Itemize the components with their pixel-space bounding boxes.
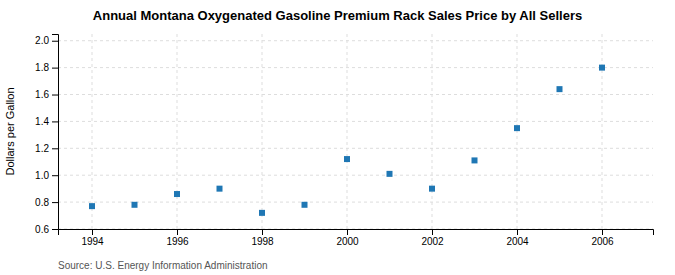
axis-line	[59, 230, 654, 236]
grid-line	[58, 175, 653, 176]
point	[472, 157, 478, 163]
grid-line	[58, 94, 653, 95]
tick-mark	[432, 229, 433, 235]
tick: 1.0	[35, 170, 58, 181]
tick-label: 2004	[506, 236, 529, 247]
tick-mark	[52, 148, 58, 149]
tick: 1998	[251, 229, 274, 247]
grid-line	[58, 121, 653, 122]
points	[89, 65, 605, 216]
tick-mark	[262, 229, 263, 235]
tick-label: 1.8	[35, 62, 49, 73]
tick-label: 1998	[251, 236, 274, 247]
annotation: Source: U.S. Energy Information Administ…	[58, 260, 268, 271]
point	[217, 186, 223, 192]
grid-line	[347, 34, 348, 229]
tick: 2006	[591, 229, 614, 247]
point	[302, 202, 308, 208]
point	[557, 86, 563, 92]
tick: 1.6	[35, 89, 58, 100]
point	[132, 202, 138, 208]
point	[344, 156, 350, 162]
tick: 0.8	[35, 197, 58, 208]
tick-mark	[177, 229, 178, 235]
tick-label: 0.6	[35, 224, 49, 235]
grid-line	[58, 67, 653, 68]
tick: 1994	[81, 229, 104, 247]
point	[259, 210, 265, 216]
tick: 2000	[336, 229, 359, 247]
point	[514, 125, 520, 131]
tick-label: 2000	[336, 236, 359, 247]
grid-line	[58, 148, 653, 149]
point	[387, 171, 393, 177]
tick: 1.2	[35, 143, 58, 154]
tick: 2002	[421, 229, 444, 247]
tick-mark	[52, 95, 58, 96]
grid-line	[177, 34, 178, 229]
grid-line	[92, 34, 93, 229]
tick-mark	[517, 229, 518, 235]
tick-mark	[52, 68, 58, 69]
grid-line	[58, 202, 653, 203]
tick-label: 1994	[81, 236, 104, 247]
tick-mark	[347, 229, 348, 235]
axis-line	[52, 35, 59, 230]
tick-label: 2.0	[35, 35, 49, 46]
tick: 0.6	[35, 224, 58, 235]
grid-line	[262, 34, 263, 229]
point	[429, 186, 435, 192]
tick-mark	[602, 229, 603, 235]
plot-area: 1994 1996 1998 2000 2002 2004 2006 0.6 0.8 1.0 1.2…	[35, 34, 653, 247]
grid-line	[517, 34, 518, 229]
y-axis: 0.6 0.8 1.0 1.2 1.4 1.6 1.8 2.0	[35, 35, 58, 235]
chart: 1994 1996 1998 2000 2002 2004 2006 0.6 0.8 1.0 1.2…	[0, 0, 675, 275]
tick-label: 1.2	[35, 143, 49, 154]
tick-label: 1.0	[35, 170, 49, 181]
tick-mark	[52, 175, 58, 176]
tick-mark	[52, 229, 58, 230]
grid-line	[602, 34, 603, 229]
tick-label: 0.8	[35, 197, 49, 208]
tick-mark	[92, 229, 93, 235]
tick-label: 2006	[591, 236, 614, 247]
grid	[58, 34, 653, 229]
tick: 1.4	[35, 116, 58, 127]
point	[599, 65, 605, 71]
tick: 2004	[506, 229, 529, 247]
point	[174, 191, 180, 197]
tick: 1.8	[35, 62, 58, 73]
grid-line	[432, 34, 433, 229]
tick-mark	[52, 41, 58, 42]
tick: 2.0	[35, 35, 58, 46]
tick: 1996	[166, 229, 189, 247]
tick-mark	[52, 121, 58, 122]
title: Annual Montana Oxygenated Gasoline Premi…	[93, 8, 582, 23]
tick-label: 1996	[166, 236, 189, 247]
tick-mark	[52, 202, 58, 203]
tick-label: 1.6	[35, 89, 49, 100]
x-axis: 1994 1996 1998 2000 2002 2004 2006	[59, 229, 654, 247]
tick-label: 1.4	[35, 116, 49, 127]
grid-line	[58, 40, 653, 41]
y-axis-title: Dollars per Gallon	[4, 87, 16, 175]
point	[89, 203, 95, 209]
tick-label: 2002	[421, 236, 444, 247]
